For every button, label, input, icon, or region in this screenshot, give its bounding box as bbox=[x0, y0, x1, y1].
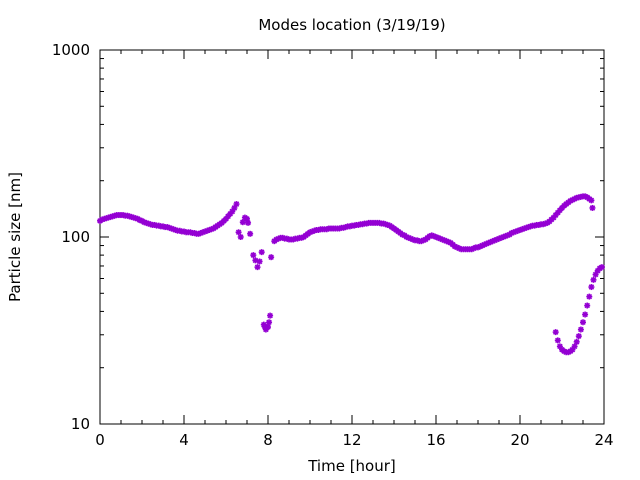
data-point bbox=[577, 326, 584, 333]
x-tick-label: 12 bbox=[342, 431, 361, 449]
data-point bbox=[588, 197, 595, 204]
x-axis: 0 4 8 12 16 20 24 bbox=[95, 50, 614, 449]
data-point bbox=[254, 264, 261, 271]
data-point bbox=[575, 333, 582, 340]
data-points bbox=[97, 193, 605, 356]
data-point bbox=[573, 338, 580, 345]
data-point bbox=[247, 230, 254, 237]
data-point bbox=[258, 249, 265, 256]
data-point bbox=[589, 204, 596, 211]
data-point bbox=[250, 252, 257, 259]
data-point bbox=[265, 324, 271, 331]
y-axis: 10 100 1000 bbox=[52, 41, 604, 433]
y-axis-label: Particle size [nm] bbox=[6, 172, 24, 302]
data-point bbox=[552, 329, 559, 336]
data-point bbox=[584, 302, 591, 309]
data-point bbox=[580, 319, 586, 326]
x-tick-label: 20 bbox=[510, 431, 529, 449]
data-point bbox=[245, 219, 252, 226]
data-point bbox=[554, 337, 561, 344]
x-tick-label: 24 bbox=[594, 431, 613, 449]
x-tick-label: 0 bbox=[95, 431, 105, 449]
data-point bbox=[590, 276, 597, 283]
data-point bbox=[598, 264, 605, 271]
data-point bbox=[256, 258, 263, 265]
x-axis-label: Time [hour] bbox=[307, 457, 396, 475]
x-tick-label: 8 bbox=[263, 431, 273, 449]
data-point bbox=[571, 343, 578, 350]
y-tick-label: 1000 bbox=[52, 41, 90, 59]
data-point bbox=[588, 284, 595, 291]
y-tick-label: 10 bbox=[71, 415, 90, 433]
data-point bbox=[268, 254, 275, 261]
chart-title: Modes location (3/19/19) bbox=[258, 16, 445, 34]
data-point bbox=[239, 219, 246, 226]
x-tick-label: 4 bbox=[179, 431, 189, 449]
x-tick-label: 16 bbox=[426, 431, 445, 449]
data-point bbox=[237, 234, 244, 240]
plot-frame bbox=[99, 49, 605, 425]
minor-ticks bbox=[100, 50, 604, 424]
data-point bbox=[235, 229, 242, 236]
data-point bbox=[233, 201, 240, 208]
data-point bbox=[267, 312, 274, 319]
data-point bbox=[586, 293, 593, 300]
data-point bbox=[266, 319, 273, 326]
data-point bbox=[582, 311, 589, 318]
y-tick-label: 100 bbox=[61, 228, 90, 246]
